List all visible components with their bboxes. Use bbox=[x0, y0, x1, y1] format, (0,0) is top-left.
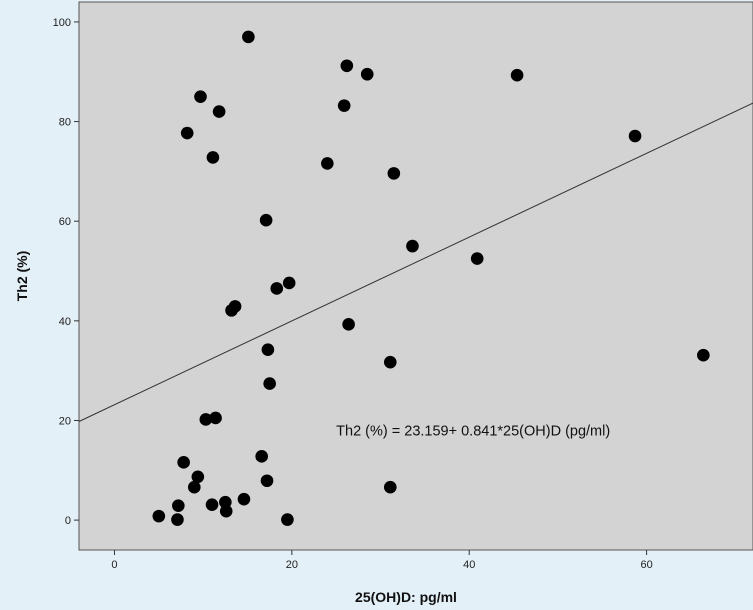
data-point bbox=[171, 513, 184, 526]
data-point bbox=[360, 67, 374, 81]
data-point bbox=[263, 377, 276, 390]
data-point bbox=[191, 470, 205, 484]
data-point bbox=[340, 59, 354, 73]
data-point bbox=[206, 151, 220, 164]
data-point bbox=[219, 504, 233, 518]
data-point bbox=[259, 213, 273, 227]
data-point bbox=[205, 498, 219, 511]
data-point bbox=[180, 126, 194, 140]
data-point bbox=[510, 68, 524, 82]
y-tick-label: 20 bbox=[59, 415, 71, 427]
data-point bbox=[152, 509, 166, 523]
data-point bbox=[383, 355, 397, 369]
data-point bbox=[342, 318, 355, 331]
y-tick-label: 0 bbox=[65, 515, 71, 527]
data-point bbox=[281, 513, 294, 526]
plot-area bbox=[78, 1, 753, 551]
data-points bbox=[152, 30, 710, 526]
data-point bbox=[209, 411, 222, 425]
data-point bbox=[187, 480, 201, 494]
data-point bbox=[260, 474, 274, 488]
y-tick-label: 40 bbox=[59, 316, 71, 328]
regression-equation: Th2 (%) = 23.159+ 0.841*25(OH)D (pg/ml) bbox=[336, 423, 610, 439]
y-axis-title: Th2 (%) bbox=[14, 251, 30, 302]
x-tick-label: 0 bbox=[111, 559, 117, 571]
data-point bbox=[387, 167, 401, 180]
data-point bbox=[225, 304, 238, 317]
data-point bbox=[697, 348, 710, 362]
data-point bbox=[406, 239, 419, 253]
x-axis-title: 25(OH)D: pg/ml bbox=[355, 589, 457, 605]
y-tick-label: 60 bbox=[59, 216, 71, 228]
x-tick-label: 40 bbox=[463, 559, 475, 571]
data-point bbox=[321, 157, 334, 170]
data-point bbox=[261, 343, 275, 357]
regression-line bbox=[78, 102, 753, 422]
data-point bbox=[199, 413, 213, 426]
x-axis: 0 20 40 60 bbox=[111, 550, 653, 571]
y-tick-label: 80 bbox=[59, 117, 71, 129]
data-point bbox=[172, 499, 185, 512]
x-tick-label: 20 bbox=[286, 559, 298, 571]
data-point bbox=[282, 276, 296, 290]
data-point bbox=[212, 105, 226, 118]
y-tick-label: 100 bbox=[53, 17, 71, 29]
data-point bbox=[383, 480, 397, 494]
data-point bbox=[337, 99, 351, 112]
data-point bbox=[194, 90, 207, 103]
data-point bbox=[255, 450, 268, 463]
data-point bbox=[270, 282, 284, 295]
data-point bbox=[237, 492, 251, 506]
data-point bbox=[177, 456, 190, 469]
data-point bbox=[628, 129, 642, 143]
y-axis: 0 20 40 60 80 100 bbox=[53, 17, 79, 527]
data-point bbox=[470, 252, 484, 265]
data-point bbox=[242, 30, 255, 44]
x-tick-label: 60 bbox=[640, 559, 652, 571]
